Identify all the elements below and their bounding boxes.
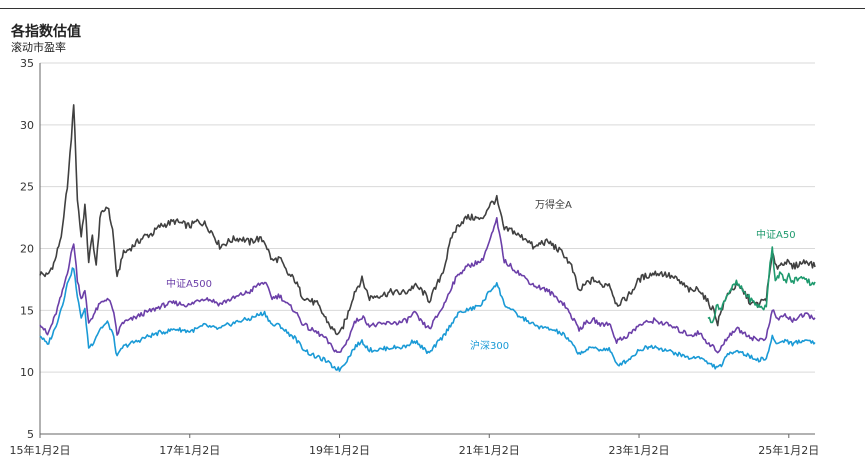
chart-title: 各指数估值 — [11, 24, 81, 40]
series-line-0 — [39, 104, 816, 336]
series-line-3 — [707, 246, 816, 324]
y-tick-label-15: 15 — [20, 304, 34, 317]
x-tick-label-4: 23年1月2日 — [609, 443, 670, 457]
series-label-2: 沪深300 — [470, 339, 509, 352]
x-tick-label-5: 25年1月2日 — [758, 443, 819, 457]
series-line-1 — [39, 217, 816, 354]
x-tick-label-0: 15年1月2日 — [10, 443, 71, 457]
y-tick-label-20: 20 — [20, 243, 34, 256]
x-tick-label-3: 21年1月2日 — [459, 443, 520, 457]
y-tick-label-25: 25 — [20, 181, 34, 194]
y-tick-label-5: 5 — [27, 428, 34, 441]
chart-subtitle: 滚动市盈率 — [11, 41, 66, 54]
top-rule — [0, 8, 865, 9]
x-tick-label-1: 17年1月2日 — [159, 443, 220, 457]
y-tick-label-10: 10 — [20, 366, 34, 379]
series-label-3: 中证A50 — [756, 228, 796, 241]
series-label-0: 万得全A — [535, 198, 572, 211]
x-tick-label-2: 19年1月2日 — [309, 443, 370, 457]
y-tick-label-30: 30 — [20, 119, 34, 132]
y-tick-label-35: 35 — [20, 57, 34, 70]
series-label-1: 中证A500 — [166, 277, 212, 290]
series-line-2 — [39, 267, 816, 372]
